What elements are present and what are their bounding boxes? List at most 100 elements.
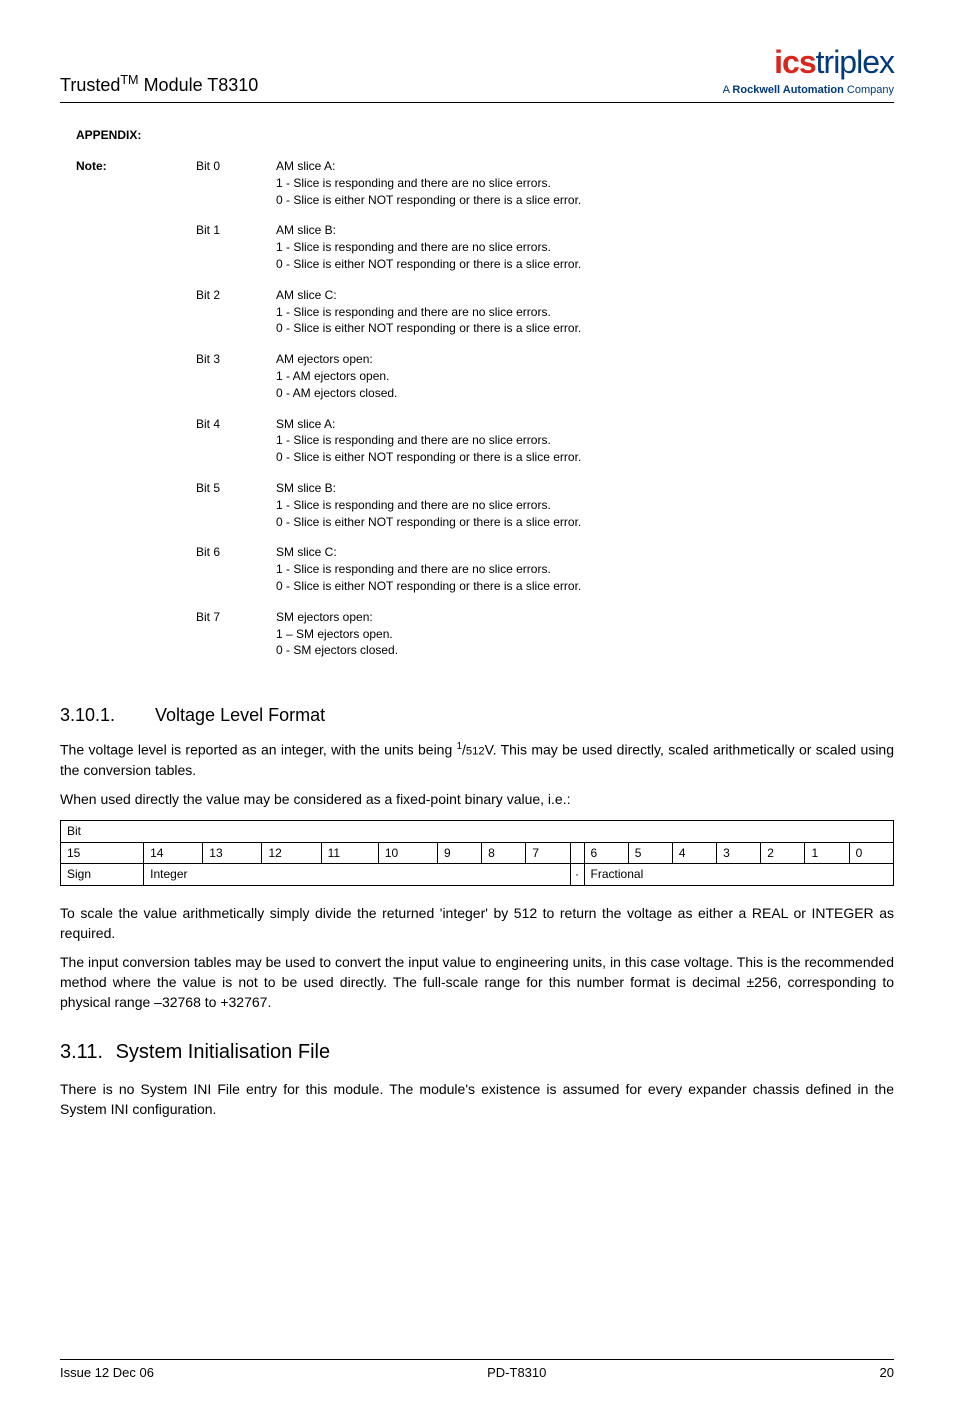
module-name: Module T8310 — [144, 75, 259, 95]
logo-ics: ics — [774, 44, 815, 80]
bit-col-cell: 1 — [805, 842, 849, 864]
bit-line-0: 0 - AM ejectors closed. — [276, 385, 894, 402]
bit-label: Bit 0 — [196, 158, 276, 208]
bit-row-label: Bit — [61, 820, 894, 842]
bit-col-cell: 9 — [437, 842, 481, 864]
section-voltage-heading: 3.10.1. Voltage Level Format — [60, 703, 894, 728]
bit-row: Bit 4SM slice A:1 - Slice is responding … — [196, 416, 894, 466]
bit-col-cell: 15 — [61, 842, 144, 864]
bit-line-1: 1 - Slice is responding and there are no… — [276, 239, 894, 256]
bit-row: Bit 3AM ejectors open:1 - AM ejectors op… — [196, 351, 894, 401]
bit-line-0: 0 - Slice is either NOT responding or th… — [276, 320, 894, 337]
company-logo: icstriplex A Rockwell Automation Company — [723, 40, 894, 98]
bit-col-cell: 5 — [628, 842, 672, 864]
bit-col-cell: 13 — [203, 842, 262, 864]
voltage-p1-a: The voltage level is reported as an inte… — [60, 742, 457, 758]
bit-desc: AM slice A:1 - Slice is responding and t… — [276, 158, 894, 208]
bit-col-cell: 8 — [482, 842, 526, 864]
bit-line-1: 1 - Slice is responding and there are no… — [276, 175, 894, 192]
bit-desc: SM slice C:1 - Slice is responding and t… — [276, 544, 894, 594]
bit-label: Bit 1 — [196, 222, 276, 272]
bit-definitions: Note: Bit 0AM slice A:1 - Slice is respo… — [76, 158, 894, 673]
appendix-label: APPENDIX: — [76, 127, 894, 144]
voltage-p1: The voltage level is reported as an inte… — [60, 740, 894, 780]
bit-line-0: 0 - Slice is either NOT responding or th… — [276, 192, 894, 209]
dot-cell: · — [570, 864, 584, 886]
table-row: Sign Integer · Fractional — [61, 864, 894, 886]
table-row: 1514131211109876543210 — [61, 842, 894, 864]
bit-col-cell: 11 — [321, 842, 378, 864]
product-line: Trusted — [60, 75, 120, 95]
bit-line-1: 1 – SM ejectors open. — [276, 626, 894, 643]
bit-desc: SM ejectors open:1 – SM ejectors open.0 … — [276, 609, 894, 659]
tm-mark: TM — [120, 73, 138, 87]
bit-title: AM slice C: — [276, 287, 894, 304]
header-product: TrustedTM Module T8310 — [60, 72, 258, 98]
bit-line-1: 1 - AM ejectors open. — [276, 368, 894, 385]
footer-right: 20 — [880, 1364, 894, 1382]
bit-title: SM ejectors open: — [276, 609, 894, 626]
bit-desc: AM slice C:1 - Slice is responding and t… — [276, 287, 894, 337]
sysinit-p1: There is no System INI File entry for th… — [60, 1080, 894, 1119]
bit-col-cell: 2 — [761, 842, 805, 864]
bit-col-cell: 7 — [526, 842, 570, 864]
table-row: Bit — [61, 820, 894, 842]
section-voltage-num: 3.10.1. — [60, 703, 150, 728]
bit-desc: SM slice A:1 - Slice is responding and t… — [276, 416, 894, 466]
bit-label: Bit 2 — [196, 287, 276, 337]
bit-col-cell: 6 — [584, 842, 628, 864]
page-footer: Issue 12 Dec 06 PD-T8310 20 — [60, 1359, 894, 1382]
bit-title: SM slice C: — [276, 544, 894, 561]
footer-center: PD-T8310 — [487, 1364, 546, 1382]
integer-cell: Integer — [144, 864, 570, 886]
bit-line-0: 0 - Slice is either NOT responding or th… — [276, 514, 894, 531]
bit-col-cell: 0 — [849, 842, 893, 864]
bit-row: Bit 7SM ejectors open:1 – SM ejectors op… — [196, 609, 894, 659]
bit-line-0: 0 - Slice is either NOT responding or th… — [276, 256, 894, 273]
bit-row: Bit 1AM slice B:1 - Slice is responding … — [196, 222, 894, 272]
bit-line-1: 1 - Slice is responding and there are no… — [276, 432, 894, 449]
after-table-p1: To scale the value arithmetically simply… — [60, 904, 894, 943]
logo-sub-a: A — [723, 84, 733, 96]
page-header: TrustedTM Module T8310 icstriplex A Rock… — [60, 40, 894, 103]
bit-title: AM slice A: — [276, 158, 894, 175]
bit-label: Bit 6 — [196, 544, 276, 594]
bit-table: Bit 1514131211109876543210 Sign Integer … — [60, 820, 894, 886]
bit-col-cell: 4 — [672, 842, 716, 864]
bit-line-0: 0 - SM ejectors closed. — [276, 642, 894, 659]
section-sysinit-num: 3.11. — [60, 1038, 110, 1066]
bit-line-0: 0 - Slice is either NOT responding or th… — [276, 578, 894, 595]
bit-label: Bit 3 — [196, 351, 276, 401]
bit-col-cell: 12 — [262, 842, 321, 864]
bit-line-1: 1 - Slice is responding and there are no… — [276, 561, 894, 578]
logo-triplex: triplex — [816, 44, 894, 80]
bit-title: AM ejectors open: — [276, 351, 894, 368]
bit-line-1: 1 - Slice is responding and there are no… — [276, 304, 894, 321]
section-sysinit-title: System Initialisation File — [116, 1041, 331, 1063]
bit-row: Bit 0AM slice A:1 - Slice is responding … — [196, 158, 894, 208]
logo-subtitle: A Rockwell Automation Company — [723, 83, 894, 98]
logo-text: icstriplex — [723, 40, 894, 85]
bit-label: Bit 5 — [196, 480, 276, 530]
bit-row: Bit 6SM slice C:1 - Slice is responding … — [196, 544, 894, 594]
bit-row: Bit 5SM slice B:1 - Slice is responding … — [196, 480, 894, 530]
fractional-cell: Fractional — [584, 864, 893, 886]
section-sysinit-heading: 3.11. System Initialisation File — [60, 1038, 894, 1066]
section-voltage-title: Voltage Level Format — [155, 705, 325, 725]
bit-label: Bit 4 — [196, 416, 276, 466]
after-table-p2: The input conversion tables may be used … — [60, 953, 894, 1012]
logo-sub-rockwell: Rockwell Automation — [732, 84, 843, 96]
bit-line-0: 0 - Slice is either NOT responding or th… — [276, 449, 894, 466]
bit-title: SM slice B: — [276, 480, 894, 497]
footer-left: Issue 12 Dec 06 — [60, 1364, 154, 1382]
bit-desc: AM ejectors open:1 - AM ejectors open.0 … — [276, 351, 894, 401]
bit-col-cell: 3 — [717, 842, 761, 864]
bit-desc: SM slice B:1 - Slice is responding and t… — [276, 480, 894, 530]
bit-col-cell — [570, 842, 584, 864]
logo-sub-company: Company — [844, 84, 894, 96]
voltage-p2: When used directly the value may be cons… — [60, 790, 894, 810]
sign-cell: Sign — [61, 864, 144, 886]
voltage-frac-den: 512 — [466, 746, 485, 758]
bit-title: AM slice B: — [276, 222, 894, 239]
bit-col-cell: 10 — [378, 842, 437, 864]
